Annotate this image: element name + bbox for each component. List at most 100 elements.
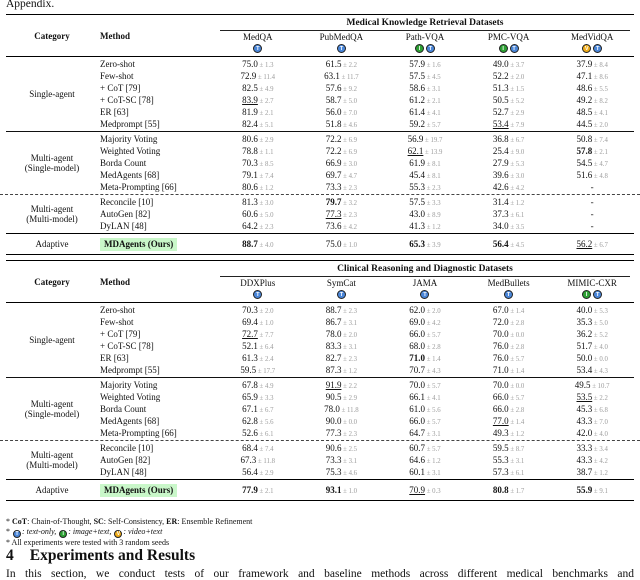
value-cell: 66.1 ± 4.1	[383, 392, 467, 402]
score-value: 75.0	[326, 239, 342, 249]
dataset-name: PMC-VQA	[467, 32, 551, 43]
score-stddev: ± 1.4	[509, 419, 525, 426]
score-stddev: ± 3.0	[509, 173, 525, 180]
score-value: 58.7	[326, 95, 342, 105]
score-stddev: ± 7.4	[258, 446, 274, 453]
score-stddev: ± 8.9	[425, 212, 441, 219]
score-stddev: ± 7.0	[592, 419, 608, 426]
score-value: 42.6	[493, 182, 509, 192]
score-value: 69.7	[326, 170, 342, 180]
value-cell: 72.2 ± 6.9	[300, 146, 384, 156]
score-stddev: ± 7.4	[258, 173, 274, 180]
table-section: Multi-agent (Single-model)Majority Votin…	[6, 378, 634, 440]
image-modality-icon: I	[499, 44, 508, 53]
score-stddev: ± 3.4	[592, 446, 608, 453]
score-value: 67.1	[242, 404, 258, 414]
value-cell: 54.5 ± 4.7	[550, 158, 634, 168]
method-label: Weighted Voting	[98, 392, 216, 402]
value-cell: 70.3 ± 8.5	[216, 158, 300, 168]
score-value: 66.9	[326, 158, 342, 168]
value-cell: 77.3 ± 2.3	[300, 428, 384, 438]
score-stddev: ± 5.7	[425, 332, 441, 339]
score-value: 70.0	[409, 380, 425, 390]
value-cell: 70.7 ± 4.3	[383, 365, 467, 375]
score-stddev: ± 17.7	[256, 368, 275, 375]
score-value: 70.9	[409, 485, 425, 495]
score-value: 56.4	[242, 467, 258, 477]
method-label: Reconcile [10]	[98, 197, 216, 207]
score-stddev: ± 2.3	[341, 212, 357, 219]
method-label: Few-shot	[98, 71, 216, 81]
method-label: Medprompt [55]	[98, 119, 216, 129]
value-cell: 76.0 ± 5.7	[467, 353, 551, 363]
text-modality-icon: T	[13, 530, 21, 538]
score-value: 56.0	[326, 107, 342, 117]
score-stddev: ± 4.6	[341, 470, 357, 477]
value-cell: 68.4 ± 7.4	[216, 443, 300, 453]
dataset-modality-icons: T	[300, 43, 384, 54]
value-cell: 62.8 ± 5.6	[216, 416, 300, 426]
score-value: 61.2	[409, 95, 425, 105]
value-cell: 82.7 ± 2.3	[300, 353, 384, 363]
score-stddev: ± 1.3	[258, 62, 274, 69]
score-stddev: ± 5.0	[341, 98, 357, 105]
value-cell: 55.9 ± 9.1	[550, 485, 634, 495]
score-stddev: ± 3.9	[425, 242, 441, 249]
value-cell: 70.9 ± 0.3	[383, 485, 467, 495]
value-cell: 81.9 ± 2.1	[216, 107, 300, 117]
legend-label: : text-only,	[22, 527, 58, 536]
value-cell: 57.5 ± 3.3	[383, 197, 467, 207]
score-stddev: ± 4.3	[592, 368, 608, 375]
score-stddev: ± 6.7	[258, 407, 274, 414]
value-cell: 61.9 ± 8.1	[383, 158, 467, 168]
value-cell: 70.0 ± 0.0	[467, 329, 551, 339]
score-stddev: ± 6.4	[258, 344, 274, 351]
score-stddev: ± 2.2	[341, 383, 357, 390]
value-cell: 66.9 ± 3.0	[300, 158, 384, 168]
value-cell: 48.6 ± 5.5	[550, 83, 634, 93]
highlighted-method-label: MDAgents (Ours)	[100, 484, 177, 497]
method-label: ER [63]	[98, 107, 216, 117]
score-value: 77.9	[242, 485, 258, 495]
score-value: 51.7	[576, 341, 592, 351]
score-stddev: ± 5.7	[425, 446, 441, 453]
score-value: 80.6	[242, 134, 258, 144]
method-label: Majority Voting	[98, 134, 216, 144]
score-value: 66.0	[409, 416, 425, 426]
score-stddev: ± 2.9	[509, 110, 525, 117]
score-value: 62.1	[408, 146, 424, 156]
score-value: 57.9	[409, 59, 425, 69]
score-stddev: ± 3.3	[258, 395, 274, 402]
value-cell: 60.7 ± 5.7	[383, 443, 467, 453]
score-stddev: ± 8.2	[592, 98, 608, 105]
score-stddev: ± 8.1	[425, 161, 441, 168]
value-cell: 73.3 ± 2.3	[300, 182, 384, 192]
score-value: 48.5	[576, 107, 592, 117]
score-value: 75.3	[326, 467, 342, 477]
score-stddev: ± 2.2	[341, 62, 357, 69]
value-cell: 72.2 ± 6.9	[300, 134, 384, 144]
score-value: 41.3	[409, 221, 425, 231]
method-label: + CoT-SC [78]	[98, 341, 216, 351]
score-value: 78.0	[326, 329, 342, 339]
score-stddev: ± 8.6	[592, 74, 608, 81]
score-stddev: ± 4.9	[258, 86, 274, 93]
score-value: 79.7	[326, 197, 342, 207]
